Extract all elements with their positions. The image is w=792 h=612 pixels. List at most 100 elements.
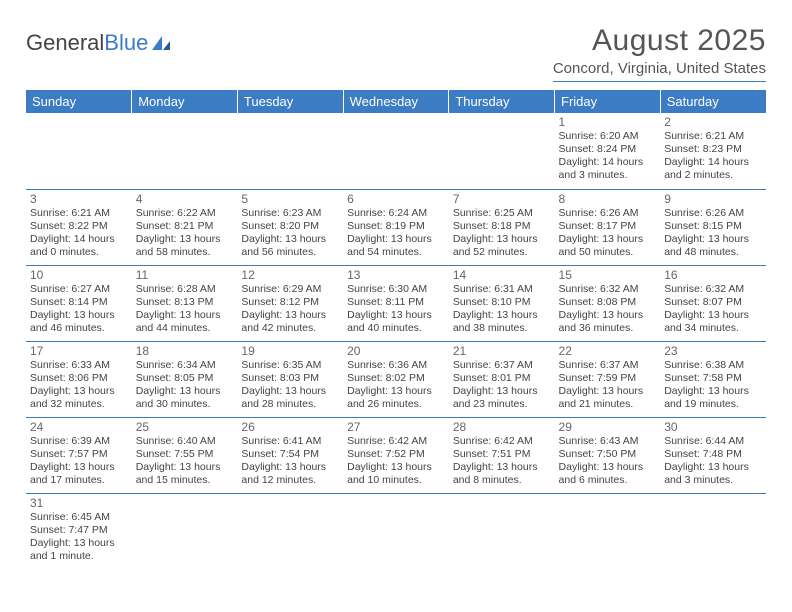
daylight1-text: Daylight: 13 hours — [664, 309, 762, 322]
daylight2-text: and 56 minutes. — [241, 246, 339, 259]
day-number: 24 — [30, 420, 128, 434]
sunset-text: Sunset: 8:15 PM — [664, 220, 762, 233]
sunset-text: Sunset: 7:52 PM — [347, 448, 445, 461]
daylight1-text: Daylight: 13 hours — [241, 461, 339, 474]
calendar-cell — [343, 113, 449, 189]
daylight2-text: and 10 minutes. — [347, 474, 445, 487]
calendar-cell: 1Sunrise: 6:20 AMSunset: 8:24 PMDaylight… — [555, 113, 661, 189]
calendar-cell: 12Sunrise: 6:29 AMSunset: 8:12 PMDayligh… — [237, 265, 343, 341]
weekday-header: Friday — [555, 90, 661, 113]
day-number: 21 — [453, 344, 551, 358]
day-number: 5 — [241, 192, 339, 206]
daylight2-text: and 26 minutes. — [347, 398, 445, 411]
sunset-text: Sunset: 8:23 PM — [664, 143, 762, 156]
sunrise-text: Sunrise: 6:32 AM — [559, 283, 657, 296]
calendar-cell: 18Sunrise: 6:34 AMSunset: 8:05 PMDayligh… — [132, 341, 238, 417]
calendar-cell: 21Sunrise: 6:37 AMSunset: 8:01 PMDayligh… — [449, 341, 555, 417]
sunset-text: Sunset: 8:10 PM — [453, 296, 551, 309]
day-number: 17 — [30, 344, 128, 358]
day-number: 4 — [136, 192, 234, 206]
day-number: 30 — [664, 420, 762, 434]
sunset-text: Sunset: 8:18 PM — [453, 220, 551, 233]
weekday-header: Sunday — [26, 90, 132, 113]
daylight1-text: Daylight: 13 hours — [347, 233, 445, 246]
day-number: 1 — [559, 115, 657, 129]
sunrise-text: Sunrise: 6:25 AM — [453, 207, 551, 220]
sunset-text: Sunset: 8:20 PM — [241, 220, 339, 233]
sunrise-text: Sunrise: 6:29 AM — [241, 283, 339, 296]
page: GeneralBlue August 2025 Concord, Virgini… — [0, 0, 792, 569]
calendar-cell: 24Sunrise: 6:39 AMSunset: 7:57 PMDayligh… — [26, 417, 132, 493]
sunset-text: Sunset: 7:50 PM — [559, 448, 657, 461]
day-number: 13 — [347, 268, 445, 282]
calendar-row: 24Sunrise: 6:39 AMSunset: 7:57 PMDayligh… — [26, 417, 766, 493]
sunrise-text: Sunrise: 6:37 AM — [453, 359, 551, 372]
day-number: 8 — [559, 192, 657, 206]
daylight1-text: Daylight: 13 hours — [241, 385, 339, 398]
daylight1-text: Daylight: 13 hours — [664, 233, 762, 246]
calendar-cell — [449, 113, 555, 189]
calendar-cell: 31Sunrise: 6:45 AMSunset: 7:47 PMDayligh… — [26, 493, 132, 569]
sunrise-text: Sunrise: 6:39 AM — [30, 435, 128, 448]
sunrise-text: Sunrise: 6:41 AM — [241, 435, 339, 448]
daylight1-text: Daylight: 13 hours — [136, 233, 234, 246]
sunset-text: Sunset: 8:22 PM — [30, 220, 128, 233]
calendar-cell: 20Sunrise: 6:36 AMSunset: 8:02 PMDayligh… — [343, 341, 449, 417]
calendar-cell: 10Sunrise: 6:27 AMSunset: 8:14 PMDayligh… — [26, 265, 132, 341]
daylight1-text: Daylight: 13 hours — [347, 461, 445, 474]
calendar-cell: 25Sunrise: 6:40 AMSunset: 7:55 PMDayligh… — [132, 417, 238, 493]
sunset-text: Sunset: 7:51 PM — [453, 448, 551, 461]
sunrise-text: Sunrise: 6:45 AM — [30, 511, 128, 524]
daylight2-text: and 23 minutes. — [453, 398, 551, 411]
daylight1-text: Daylight: 13 hours — [559, 309, 657, 322]
daylight2-text: and 8 minutes. — [453, 474, 551, 487]
day-number: 25 — [136, 420, 234, 434]
daylight1-text: Daylight: 13 hours — [241, 233, 339, 246]
day-number: 28 — [453, 420, 551, 434]
logo-text-2: Blue — [104, 30, 148, 56]
weekday-header-row: Sunday Monday Tuesday Wednesday Thursday… — [26, 90, 766, 113]
sunset-text: Sunset: 7:48 PM — [664, 448, 762, 461]
calendar-cell — [343, 493, 449, 569]
daylight2-text: and 0 minutes. — [30, 246, 128, 259]
sunset-text: Sunset: 8:14 PM — [30, 296, 128, 309]
daylight2-text: and 50 minutes. — [559, 246, 657, 259]
sunrise-text: Sunrise: 6:31 AM — [453, 283, 551, 296]
daylight2-text: and 40 minutes. — [347, 322, 445, 335]
calendar-cell: 7Sunrise: 6:25 AMSunset: 8:18 PMDaylight… — [449, 189, 555, 265]
daylight1-text: Daylight: 13 hours — [453, 309, 551, 322]
sunrise-text: Sunrise: 6:27 AM — [30, 283, 128, 296]
day-number: 15 — [559, 268, 657, 282]
daylight2-text: and 48 minutes. — [664, 246, 762, 259]
day-number: 20 — [347, 344, 445, 358]
daylight1-text: Daylight: 13 hours — [559, 233, 657, 246]
sunrise-text: Sunrise: 6:42 AM — [453, 435, 551, 448]
daylight1-text: Daylight: 14 hours — [30, 233, 128, 246]
month-title: August 2025 — [553, 24, 766, 58]
calendar-cell: 28Sunrise: 6:42 AMSunset: 7:51 PMDayligh… — [449, 417, 555, 493]
daylight2-text: and 44 minutes. — [136, 322, 234, 335]
daylight2-text: and 36 minutes. — [559, 322, 657, 335]
daylight1-text: Daylight: 13 hours — [453, 385, 551, 398]
title-divider — [553, 81, 766, 82]
daylight2-text: and 34 minutes. — [664, 322, 762, 335]
daylight1-text: Daylight: 13 hours — [664, 461, 762, 474]
calendar-cell — [237, 113, 343, 189]
day-number: 29 — [559, 420, 657, 434]
calendar-cell: 19Sunrise: 6:35 AMSunset: 8:03 PMDayligh… — [237, 341, 343, 417]
daylight2-text: and 12 minutes. — [241, 474, 339, 487]
calendar-cell: 15Sunrise: 6:32 AMSunset: 8:08 PMDayligh… — [555, 265, 661, 341]
sunset-text: Sunset: 7:47 PM — [30, 524, 128, 537]
daylight1-text: Daylight: 14 hours — [559, 156, 657, 169]
day-number: 7 — [453, 192, 551, 206]
calendar-cell — [449, 493, 555, 569]
daylight2-text: and 1 minute. — [30, 550, 128, 563]
sunset-text: Sunset: 7:55 PM — [136, 448, 234, 461]
daylight2-text: and 54 minutes. — [347, 246, 445, 259]
daylight2-text: and 46 minutes. — [30, 322, 128, 335]
title-block: August 2025 Concord, Virginia, United St… — [553, 24, 766, 82]
calendar-cell: 2Sunrise: 6:21 AMSunset: 8:23 PMDaylight… — [660, 113, 766, 189]
logo: GeneralBlue — [26, 30, 172, 56]
sunrise-text: Sunrise: 6:35 AM — [241, 359, 339, 372]
daylight1-text: Daylight: 13 hours — [347, 309, 445, 322]
